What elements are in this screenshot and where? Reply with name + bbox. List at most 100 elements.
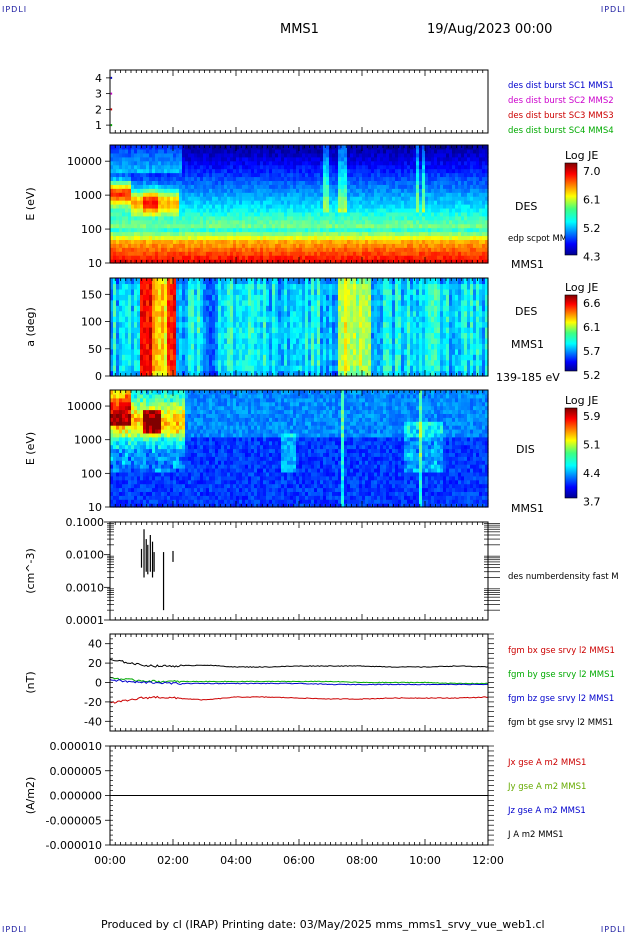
des-energy-cell <box>155 223 159 229</box>
des-energy-cell <box>308 239 312 244</box>
des-energy-cell <box>266 251 270 256</box>
des-energy-cell <box>185 243 189 248</box>
des-energy-cell <box>194 231 198 237</box>
des-energy-cell <box>344 156 348 162</box>
des-energy-cell <box>281 200 285 205</box>
des-energy-cell <box>275 231 279 237</box>
des-energy-cell <box>245 164 249 170</box>
des-energy-cell <box>284 152 288 158</box>
des-energy-cell <box>134 251 138 256</box>
des-energy-cell <box>164 168 168 174</box>
des-energy-cell <box>320 168 324 174</box>
des-energy-cell <box>137 164 141 170</box>
des-energy-cell <box>176 215 180 221</box>
des-energy-cell <box>335 223 339 229</box>
des-energy-cell <box>128 192 132 197</box>
des-energy-cell <box>275 160 279 166</box>
corner-label-top-right: IPDLI <box>600 5 626 14</box>
des-energy-cell <box>188 207 192 213</box>
des-energy-cell <box>269 168 273 174</box>
des-energy-cell <box>128 211 132 217</box>
des-energy-cell <box>308 152 312 158</box>
des-energy-cell <box>257 148 261 154</box>
des-energy-cell <box>224 235 228 240</box>
des-energy-cell <box>194 251 198 256</box>
des-energy-cell <box>224 168 228 174</box>
des-energy-cell <box>209 156 213 162</box>
des-energy-cell <box>299 172 303 178</box>
des-energy-cell <box>386 168 390 174</box>
des-energy-cell <box>275 227 279 233</box>
des-energy-cell <box>263 259 267 264</box>
des-energy-cell <box>221 255 225 260</box>
des-energy-cell <box>113 211 117 217</box>
des-energy-cell <box>122 223 126 229</box>
des-energy-cell <box>152 223 156 229</box>
des-energy-cell <box>293 255 297 260</box>
des-energy-cell <box>119 172 123 178</box>
des-energy-cell <box>287 156 291 162</box>
des-energy-cell <box>203 164 207 170</box>
des-energy-cell <box>230 168 234 174</box>
des-energy-cell <box>239 164 243 170</box>
des-energy-cell <box>386 223 390 229</box>
des-energy-cell <box>275 204 279 209</box>
des-energy-cell <box>344 227 348 233</box>
des-energy-cell <box>158 227 162 233</box>
des-energy-cell <box>353 251 357 256</box>
des-energy-cell <box>146 211 150 217</box>
des-energy-cell <box>146 160 150 166</box>
des-energy-cell <box>263 145 267 150</box>
des-energy-cell <box>347 239 351 244</box>
des-energy-cell <box>179 160 183 166</box>
des-energy-cell <box>329 243 333 248</box>
des-energy-cell <box>266 243 270 248</box>
des-energy-cell <box>191 172 195 178</box>
des-energy-cell <box>365 200 369 205</box>
des-energy-cell <box>347 251 351 256</box>
des-energy-cell <box>242 176 246 181</box>
des-energy-cell <box>290 207 294 213</box>
des-energy-cell <box>386 200 390 205</box>
des-energy-cell <box>134 196 138 201</box>
des-energy-cell <box>143 196 147 201</box>
des-energy-cell <box>215 196 219 201</box>
des-energy-cell <box>299 184 303 189</box>
des-energy-cell <box>386 204 390 209</box>
des-energy-cell <box>281 160 285 166</box>
des-energy-cell <box>248 219 252 225</box>
des-energy-cell <box>311 196 315 201</box>
des-energy-cell <box>386 152 390 158</box>
des-energy-cell <box>245 223 249 229</box>
des-energy-cell <box>362 156 366 162</box>
des-energy-cell <box>356 255 360 260</box>
des-energy-cell <box>212 219 216 225</box>
des-energy-cell <box>242 145 246 150</box>
des-energy-cell <box>137 156 141 162</box>
des-energy-cell <box>134 231 138 237</box>
des-energy-cell <box>131 196 135 201</box>
des-energy-cell <box>140 172 144 178</box>
des-energy-cell <box>134 204 138 209</box>
des-energy-cell <box>203 172 207 178</box>
des-energy-cell <box>116 176 120 181</box>
des-energy-cell <box>182 235 186 240</box>
des-energy-cell <box>137 160 141 166</box>
des-energy-cell <box>365 196 369 201</box>
des-energy-cell <box>137 176 141 181</box>
des-energy-cell <box>299 235 303 240</box>
des-energy-cell <box>359 223 363 229</box>
des-energy-cell <box>344 243 348 248</box>
des-energy-cell <box>128 168 132 174</box>
des-energy-cell <box>269 211 273 217</box>
des-energy-cell <box>269 196 273 201</box>
des-energy-cell <box>308 176 312 181</box>
des-energy-cell <box>332 200 336 205</box>
des-energy-cell <box>257 168 261 174</box>
des-energy-cell <box>383 251 387 256</box>
des-energy-cell <box>380 192 384 197</box>
des-energy-cell <box>320 239 324 244</box>
des-energy-cell <box>179 235 183 240</box>
des-energy-cell <box>227 215 231 221</box>
des-energy-cell <box>212 148 216 154</box>
